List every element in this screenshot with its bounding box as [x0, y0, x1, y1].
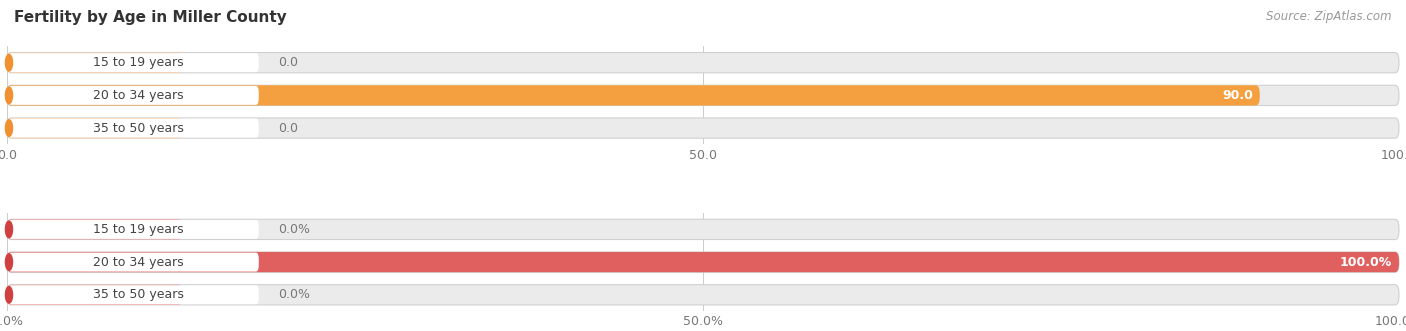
Circle shape — [6, 120, 13, 136]
FancyBboxPatch shape — [7, 219, 1399, 240]
FancyBboxPatch shape — [7, 53, 183, 73]
FancyBboxPatch shape — [8, 220, 259, 239]
FancyBboxPatch shape — [7, 85, 1260, 106]
Text: 35 to 50 years: 35 to 50 years — [93, 288, 184, 301]
Text: 0.0: 0.0 — [278, 56, 298, 69]
Circle shape — [6, 287, 13, 303]
Text: 20 to 34 years: 20 to 34 years — [93, 89, 184, 102]
Text: 20 to 34 years: 20 to 34 years — [93, 256, 184, 268]
Circle shape — [6, 54, 13, 71]
Circle shape — [6, 221, 13, 238]
FancyBboxPatch shape — [8, 253, 259, 271]
Text: 0.0: 0.0 — [278, 121, 298, 135]
FancyBboxPatch shape — [7, 285, 183, 305]
FancyBboxPatch shape — [7, 118, 1399, 138]
FancyBboxPatch shape — [8, 53, 259, 72]
FancyBboxPatch shape — [7, 252, 1399, 272]
Text: 0.0%: 0.0% — [278, 223, 311, 236]
FancyBboxPatch shape — [7, 252, 1399, 272]
Text: Source: ZipAtlas.com: Source: ZipAtlas.com — [1267, 10, 1392, 23]
Circle shape — [6, 254, 13, 270]
FancyBboxPatch shape — [7, 118, 183, 138]
Text: 15 to 19 years: 15 to 19 years — [93, 223, 184, 236]
Text: 35 to 50 years: 35 to 50 years — [93, 121, 184, 135]
FancyBboxPatch shape — [7, 219, 183, 240]
FancyBboxPatch shape — [7, 85, 1399, 106]
Circle shape — [6, 87, 13, 104]
Text: Fertility by Age in Miller County: Fertility by Age in Miller County — [14, 10, 287, 25]
FancyBboxPatch shape — [8, 86, 259, 105]
Text: 90.0: 90.0 — [1222, 89, 1253, 102]
FancyBboxPatch shape — [7, 285, 1399, 305]
FancyBboxPatch shape — [7, 53, 1399, 73]
FancyBboxPatch shape — [8, 118, 259, 138]
Text: 15 to 19 years: 15 to 19 years — [93, 56, 184, 69]
Text: 100.0%: 100.0% — [1340, 256, 1392, 268]
FancyBboxPatch shape — [8, 285, 259, 304]
Text: 0.0%: 0.0% — [278, 288, 311, 301]
